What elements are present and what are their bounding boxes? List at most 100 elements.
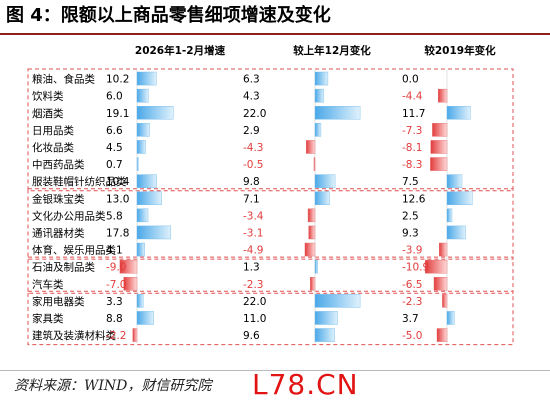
- data-label: -8.3: [402, 159, 423, 171]
- category-label: 建筑及装潢材料类: [32, 329, 116, 342]
- page-title: 图 4：限额以上商品零售细项增速及变化: [6, 5, 331, 26]
- data-label: 0.0: [402, 74, 419, 86]
- category-label: 日用品类: [32, 124, 74, 137]
- bar: [308, 225, 316, 240]
- category-label: 家具类: [32, 312, 64, 325]
- data-label: -3.4: [243, 210, 264, 222]
- bar: [136, 311, 154, 325]
- series-header: 较2019年变化: [424, 44, 496, 57]
- data-label: 7.5: [402, 176, 419, 188]
- data-label: -0.5: [243, 159, 264, 171]
- data-label: -8.1: [402, 142, 423, 154]
- data-label: -2.3: [402, 296, 423, 308]
- category-label: 烟酒类: [32, 107, 64, 120]
- bar: [136, 225, 172, 240]
- data-label: 6.6: [106, 125, 123, 137]
- bar: [314, 71, 329, 86]
- bar: [436, 328, 448, 342]
- data-label: -4.3: [243, 142, 264, 154]
- data-label: 4.5: [106, 142, 123, 154]
- bar: [136, 157, 139, 171]
- data-label: 9.6: [243, 330, 260, 342]
- bar: [442, 294, 448, 308]
- title-divider: [0, 33, 550, 35]
- data-label: 22.0: [243, 296, 266, 308]
- data-label: 5.8: [106, 210, 123, 222]
- bar: [446, 174, 463, 188]
- group-frame: [27, 256, 514, 294]
- data-label: -6.5: [402, 279, 423, 291]
- bar: [136, 88, 149, 103]
- bar: [438, 88, 448, 103]
- bar: [313, 157, 316, 171]
- data-label: 9.8: [243, 176, 260, 188]
- data-label: -9.0: [106, 262, 127, 274]
- retail-growth-chart: 2026年1-2月增速 较上年12月变化 较2019年变化粮油、食品类饮料类烟酒类日…: [27, 44, 514, 346]
- bar: [430, 140, 448, 154]
- category-label: 饮料类: [32, 90, 64, 103]
- category-label: 粮油、食品类: [32, 73, 95, 86]
- data-label: -2.3: [243, 279, 264, 291]
- watermark-logo: L78.CN: [252, 368, 359, 401]
- data-label: -2.2: [106, 330, 127, 342]
- data-label: -7.0: [106, 279, 127, 291]
- bar: [136, 71, 157, 86]
- bar: [314, 123, 322, 137]
- bar: [304, 242, 316, 257]
- data-label: 19.1: [106, 108, 129, 120]
- category-label: 石油及制品类: [32, 261, 95, 274]
- source-divider: [0, 370, 550, 371]
- data-label: 8.8: [106, 313, 123, 325]
- bar: [314, 294, 361, 308]
- data-label: 10.2: [106, 74, 129, 86]
- bar: [314, 328, 335, 342]
- category-label: 文化办公用品类: [32, 209, 106, 222]
- data-label: 6.3: [243, 74, 260, 86]
- data-label: 6.0: [106, 91, 123, 103]
- data-label: -3.9: [402, 245, 423, 257]
- category-label: 化妆品类: [32, 141, 74, 154]
- bar: [136, 174, 157, 188]
- data-label: -3.1: [243, 227, 264, 239]
- data-label: -5.0: [402, 330, 423, 342]
- category-label: 中西药品类: [32, 158, 85, 171]
- category-label: 服装鞋帽针纺织品类: [32, 175, 127, 188]
- bar: [136, 140, 146, 154]
- bar: [136, 123, 150, 137]
- group-frame: [27, 188, 514, 260]
- data-label: 2.9: [243, 125, 260, 137]
- bar: [136, 191, 162, 205]
- bar: [314, 191, 330, 205]
- group-frame: [27, 68, 514, 192]
- category-label: 汽车类: [32, 278, 64, 291]
- data-label: 17.8: [106, 227, 129, 239]
- bar: [136, 294, 144, 308]
- bar: [136, 242, 145, 257]
- data-label: 12.6: [402, 193, 426, 205]
- data-label: -4.4: [402, 91, 423, 103]
- data-label: 11.0: [243, 313, 266, 325]
- bar: [446, 208, 453, 223]
- bar: [439, 242, 448, 257]
- bar: [432, 123, 448, 137]
- data-label: 3.3: [106, 296, 123, 308]
- bar: [446, 191, 473, 205]
- data-label: 4.3: [243, 91, 260, 103]
- bar: [132, 328, 138, 342]
- data-label: 9.3: [402, 227, 419, 239]
- bar: [314, 88, 325, 103]
- group-frame: [27, 290, 514, 346]
- category-label: 通讯器材类: [32, 226, 85, 239]
- series-header: 较上年12月变化: [293, 44, 371, 57]
- category-label: 家用电器类: [32, 295, 85, 308]
- category-label: 体育、娱乐用品类: [32, 244, 116, 257]
- category-label: 金银珠宝类: [32, 192, 85, 205]
- data-label: -7.3: [402, 125, 423, 137]
- bar: [310, 276, 316, 291]
- bar: [446, 311, 455, 325]
- bar: [305, 140, 316, 154]
- source-note: 资料来源：WIND，财信研究院: [14, 378, 212, 394]
- bar: [314, 105, 361, 120]
- data-label: 11.7: [402, 108, 425, 120]
- bar: [136, 105, 174, 120]
